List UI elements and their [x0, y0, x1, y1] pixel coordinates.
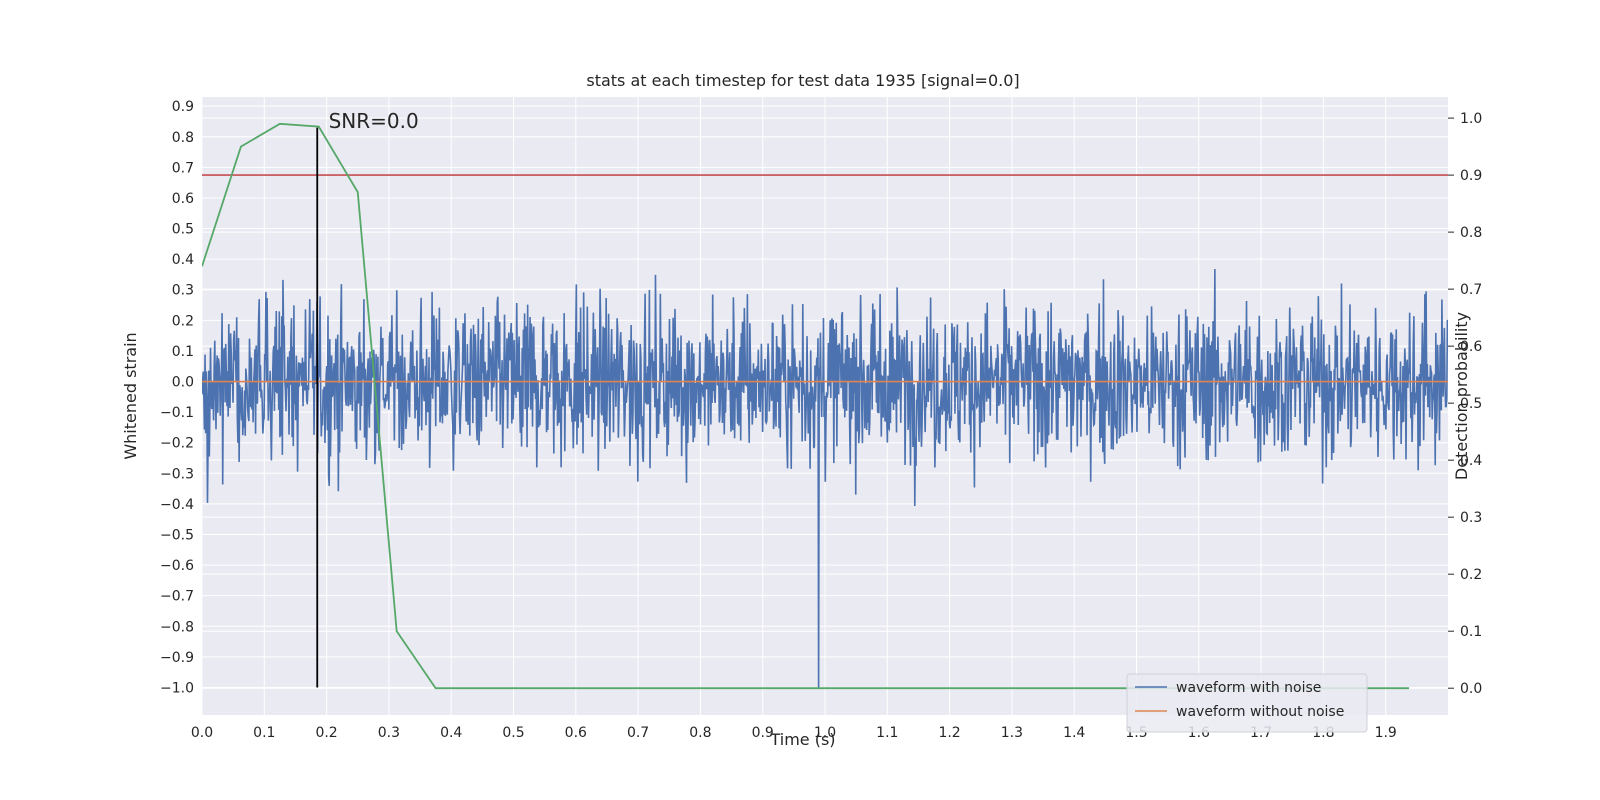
- x-tick-label: 0.1: [253, 725, 275, 741]
- x-tick-label: 0.2: [315, 725, 337, 741]
- x-tick-label: 1.2: [938, 725, 960, 741]
- y-tick-label: 0.5: [172, 222, 194, 238]
- y-axis-label: Whitened strain: [121, 332, 140, 459]
- y-tick-label: 0.3: [172, 283, 194, 299]
- x-tick-label: 1.1: [876, 725, 898, 741]
- chart-title: stats at each timestep for test data 193…: [586, 71, 1019, 90]
- y2-tick-label: 0.5: [1460, 396, 1482, 412]
- y-tick-label: 0.7: [172, 160, 194, 176]
- plot-content: [202, 122, 1448, 690]
- y-tick-label: 0.1: [172, 344, 194, 360]
- y2-tick-label: 1.0: [1460, 111, 1482, 127]
- series-waveform-with-noise: [202, 268, 1448, 688]
- y-tick-label: −0.1: [160, 405, 194, 421]
- y-tick-label: −0.2: [160, 436, 194, 452]
- x-tick-label: 0.8: [689, 725, 711, 741]
- y2-tick-label: 0.1: [1460, 624, 1482, 640]
- y-tick-label: 0.8: [172, 130, 194, 146]
- y2-axis-label: Detection probability: [1452, 312, 1471, 480]
- y2-tick-label: 0.6: [1460, 339, 1482, 355]
- x-tick-label: 0.4: [440, 725, 462, 741]
- legend-label-clean: waveform without noise: [1176, 704, 1344, 720]
- x-tick-label: 0.3: [378, 725, 400, 741]
- x-tick-label: 1.0: [814, 725, 836, 741]
- x-tick-label: 0.6: [565, 725, 587, 741]
- y-tick-label: 0.9: [172, 99, 194, 115]
- y2-tick-label: 0.3: [1460, 510, 1482, 526]
- y-tick-label: −0.9: [160, 650, 194, 666]
- y-tick-label: 0.6: [172, 191, 194, 207]
- x-tick-label: 0.5: [502, 725, 524, 741]
- x-tick-label: 1.3: [1001, 725, 1023, 741]
- y2-tick-label: 0.2: [1460, 567, 1482, 583]
- y-axis-left: 0.9 0.8 0.7 0.6 0.5 0.4 0.3 0.2 0.1 0.0 −0.1 −0.2 −0…: [160, 99, 194, 696]
- y-tick-label: 0.0: [172, 375, 194, 391]
- y-tick-label: 0.4: [172, 252, 194, 268]
- y2-tick-label: 0.0: [1460, 681, 1482, 697]
- y2-tick-label: 0.8: [1460, 225, 1482, 241]
- y-tick-label: −0.3: [160, 466, 194, 482]
- y-tick-label: −0.5: [160, 527, 194, 543]
- x-tick-label: 1.9: [1375, 725, 1397, 741]
- x-axis-label: Time (s): [769, 730, 835, 749]
- y-tick-label: −0.7: [160, 589, 194, 605]
- y-tick-label: −0.8: [160, 619, 194, 635]
- legend-box: [1126, 673, 1368, 733]
- y2-tick-label: 0.7: [1460, 282, 1482, 298]
- snr-annotation: SNR=0.0: [329, 109, 419, 133]
- legend: waveform with noise waveform without noi…: [1126, 673, 1368, 733]
- x-tick-label: 0.7: [627, 725, 649, 741]
- y-axis-right: 1.0 0.9 0.8 0.7 0.6 0.5 0.4 0.3 0.2 0.1 0.0: [1448, 111, 1482, 697]
- legend-label-noise: waveform with noise: [1176, 680, 1321, 696]
- y2-tick-label: 0.4: [1460, 453, 1482, 469]
- x-tick-label: 0.0: [191, 725, 213, 741]
- y-tick-label: −0.6: [160, 558, 194, 574]
- x-tick-label: 0.9: [752, 725, 774, 741]
- y-tick-label: −0.4: [160, 497, 194, 513]
- x-tick-label: 1.4: [1063, 725, 1085, 741]
- y-tick-label: −1.0: [160, 680, 194, 696]
- y2-tick-label: 0.9: [1460, 168, 1482, 184]
- y-tick-label: 0.2: [172, 313, 194, 329]
